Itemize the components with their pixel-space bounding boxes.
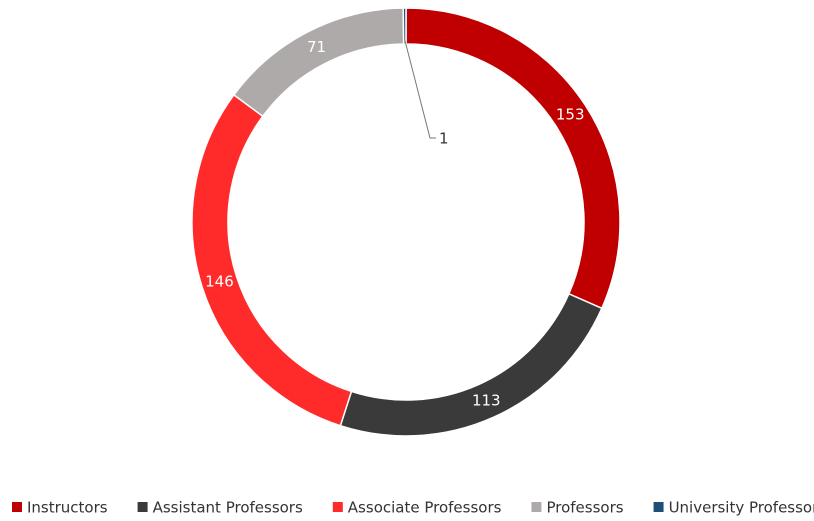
donut-slice	[232, 7, 405, 118]
donut-slice	[402, 7, 407, 45]
legend-label: Assistant Professors	[153, 499, 303, 517]
legend-label: Instructors	[27, 499, 108, 517]
legend-swatch	[653, 502, 664, 512]
legend-swatch	[531, 502, 542, 512]
legend-label: University Professor	[669, 499, 814, 517]
data-label: 1	[439, 130, 449, 148]
data-label: 146	[205, 273, 234, 291]
legend-swatch	[137, 502, 148, 512]
legend-label: Associate Professors	[348, 499, 502, 517]
data-label: 113	[472, 391, 501, 409]
legend-label: Professors	[546, 499, 623, 517]
donut-slice	[405, 7, 621, 310]
leader-line	[404, 39, 436, 139]
donut-slice	[339, 292, 603, 437]
legend-swatch	[332, 502, 343, 512]
legend-swatch	[12, 502, 22, 512]
donut-slice	[191, 93, 353, 427]
data-label: 71	[307, 38, 326, 56]
data-label: 153	[556, 105, 585, 123]
